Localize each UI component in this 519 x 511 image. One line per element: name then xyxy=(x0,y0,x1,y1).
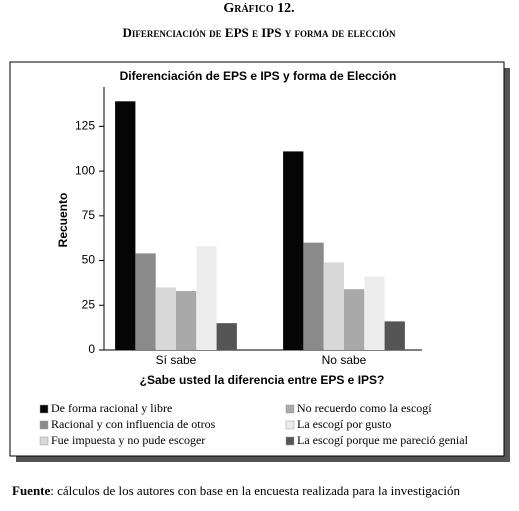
legend-swatch xyxy=(285,420,295,430)
legend-swatch xyxy=(39,436,49,446)
footer-label: Fuente xyxy=(12,483,51,498)
figure-label: Gráfico 12. xyxy=(223,1,294,16)
legend-label: Fue impuesta y no pude escoger xyxy=(51,433,205,447)
bar xyxy=(196,246,217,350)
x-tick-label: No sabe xyxy=(322,353,367,367)
bar xyxy=(344,289,365,350)
bar xyxy=(283,151,304,350)
x-axis-label: ¿Sabe usted la diferencia entre EPS e IP… xyxy=(140,373,385,387)
y-tick-label: 0 xyxy=(88,342,95,356)
legend-label: No recuerdo como la escogí xyxy=(297,401,432,415)
bar xyxy=(303,242,324,350)
legend-swatch xyxy=(39,420,49,430)
y-tick-label: 75 xyxy=(82,208,96,222)
y-tick-label: 25 xyxy=(82,297,96,311)
bar xyxy=(115,101,136,350)
legend-label: De forma racional y libre xyxy=(51,401,172,415)
bar xyxy=(155,287,176,350)
y-tick-label: 125 xyxy=(75,119,95,133)
y-tick-label: 100 xyxy=(75,163,95,177)
legend-swatch xyxy=(285,404,295,414)
legend-label: La escogí porque me pareció genial xyxy=(297,433,469,447)
legend-swatch xyxy=(285,436,295,446)
bar xyxy=(364,276,385,350)
legend-label: La escogí por gusto xyxy=(297,417,391,431)
legend-swatch xyxy=(39,404,49,414)
bar xyxy=(135,253,156,350)
bar xyxy=(216,323,237,350)
chart-box xyxy=(9,61,505,457)
chart-title: Diferenciación de EPS e IPS y forma de E… xyxy=(120,69,397,83)
bar xyxy=(384,321,405,350)
x-tick-label: Sí sabe xyxy=(156,353,197,367)
bar xyxy=(323,262,344,350)
legend-label: Racional y con influencia de otros xyxy=(51,417,216,431)
footer-text: : cálculos de los autores con base en la… xyxy=(50,483,460,498)
footer: Fuente: cálculos de los autores con base… xyxy=(12,483,460,498)
y-axis-label: Recuento xyxy=(56,193,70,248)
figure-subtitle: Diferenciación de EPS e IPS y forma de e… xyxy=(123,25,396,40)
bar xyxy=(176,290,197,350)
y-tick-label: 50 xyxy=(82,253,96,267)
